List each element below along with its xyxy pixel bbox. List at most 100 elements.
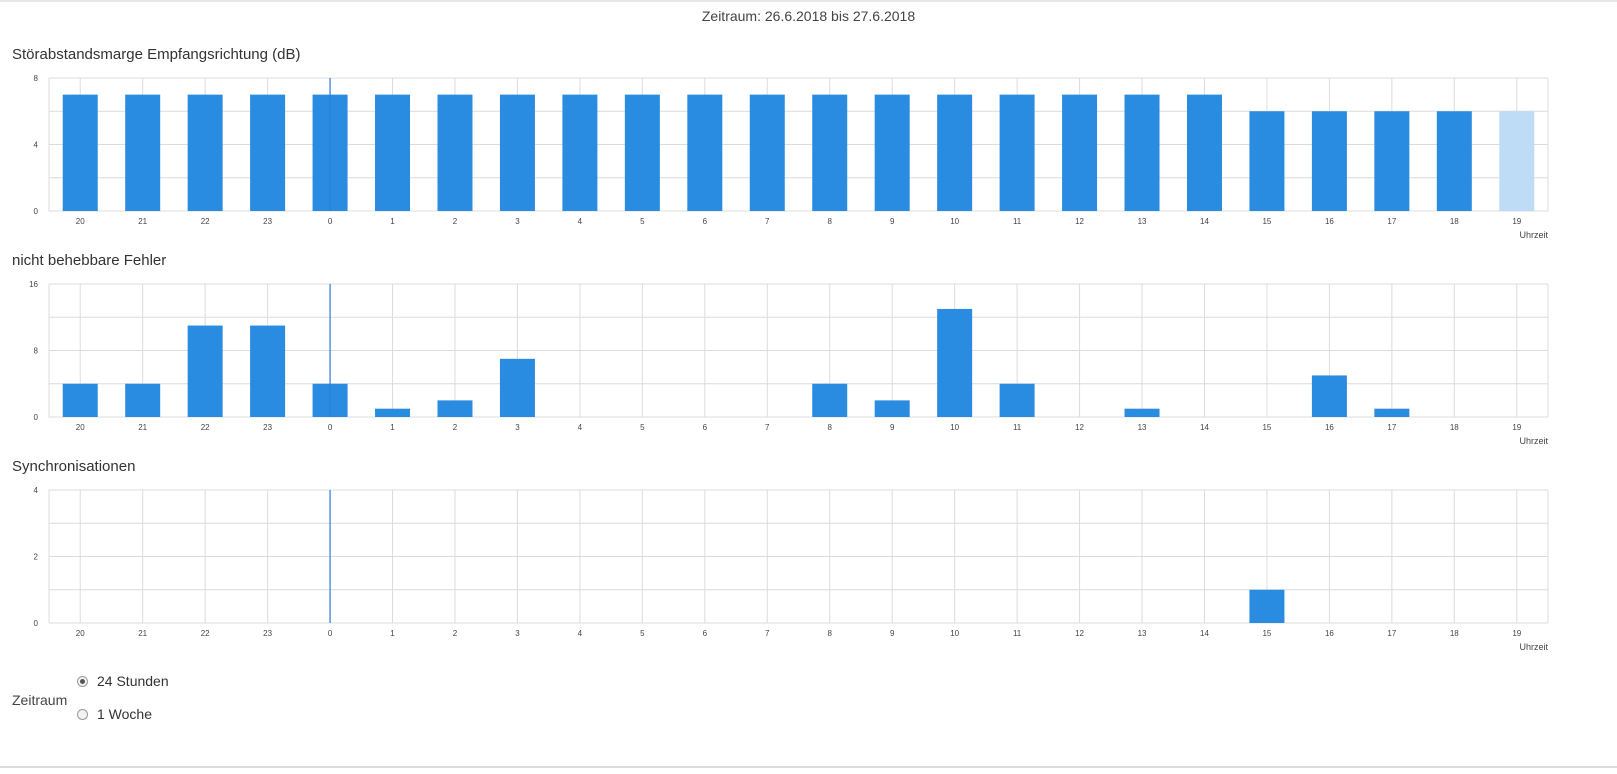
x-tick-label: 20	[76, 629, 85, 638]
x-tick-label: 18	[1450, 423, 1459, 432]
x-tick-label: 15	[1262, 423, 1271, 432]
option-1week[interactable]: 1 Woche	[77, 706, 152, 722]
x-tick-label: 8	[828, 423, 833, 432]
x-tick-label: 3	[515, 629, 520, 638]
bar-4	[562, 94, 598, 211]
x-tick-label: 4	[578, 423, 583, 432]
x-tick-label: 22	[201, 217, 210, 226]
x-tick-label: 19	[1512, 629, 1521, 638]
bar-20	[62, 383, 98, 417]
x-tick-label: 7	[765, 217, 770, 226]
period-label: Zeitraum: 26.6.2018 bis 27.6.2018	[701, 8, 916, 24]
x-tick-label: 0	[328, 423, 333, 432]
x-tick-label: 12	[1075, 423, 1084, 432]
x-tick-label: 15	[1262, 217, 1271, 226]
x-tick-label: 20	[76, 217, 85, 226]
bar-23	[250, 94, 286, 211]
bar-11	[999, 94, 1035, 211]
top-border	[0, 0, 1617, 2]
chart-title-snr: Störabstandsmarge Empfangsrichtung (dB)	[12, 46, 301, 63]
bottom-border	[0, 766, 1617, 768]
x-tick-label: 21	[138, 629, 147, 638]
x-tick-label: 19	[1512, 217, 1521, 226]
x-tick-label: 13	[1138, 629, 1147, 638]
x-tick-label: 9	[890, 423, 895, 432]
x-tick-label: 11	[1013, 423, 1022, 432]
bar-2	[437, 400, 473, 417]
x-tick-label: 17	[1387, 629, 1396, 638]
x-tick-label: 14	[1200, 217, 1209, 226]
bar-23	[250, 325, 286, 417]
x-tick-label: 2	[453, 217, 458, 226]
bar-1	[375, 408, 411, 417]
x-tick-label: 23	[263, 423, 272, 432]
option-24h-label: 24 Stunden	[97, 673, 169, 689]
option-24h[interactable]: 24 Stunden	[77, 673, 169, 689]
x-tick-label: 5	[640, 629, 645, 638]
bar-15	[1249, 589, 1285, 623]
x-tick-label: 4	[578, 217, 583, 226]
x-tick-label: 8	[828, 629, 833, 638]
x-tick-label: 16	[1325, 423, 1334, 432]
bar-15	[1249, 111, 1285, 211]
x-tick-label: 3	[515, 217, 520, 226]
y-tick-label: 16	[29, 280, 38, 289]
bar-10	[937, 308, 973, 417]
x-tick-label: 8	[828, 217, 833, 226]
x-tick-label: 2	[453, 629, 458, 638]
y-tick-label: 8	[34, 347, 39, 356]
x-tick-label: 0	[328, 629, 333, 638]
x-axis-label: Uhrzeit	[1519, 436, 1548, 446]
x-tick-label: 6	[703, 217, 708, 226]
x-tick-label: 0	[328, 217, 333, 226]
bar-22	[187, 94, 223, 211]
x-tick-label: 14	[1200, 629, 1209, 638]
y-tick-label: 4	[34, 486, 39, 495]
x-tick-label: 10	[950, 217, 959, 226]
x-tick-label: 19	[1512, 423, 1521, 432]
x-tick-label: 5	[640, 423, 645, 432]
x-tick-label: 6	[703, 629, 708, 638]
x-tick-label: 12	[1075, 217, 1084, 226]
bar-8	[812, 94, 848, 211]
bar-9	[874, 400, 910, 417]
radio-24h[interactable]	[77, 675, 88, 687]
x-tick-label: 5	[640, 217, 645, 226]
x-tick-label: 18	[1450, 217, 1459, 226]
x-tick-label: 4	[578, 629, 583, 638]
radio-1week[interactable]	[77, 708, 88, 720]
x-tick-label: 22	[201, 423, 210, 432]
x-tick-label: 15	[1262, 629, 1271, 638]
x-tick-label: 16	[1325, 217, 1334, 226]
x-tick-label: 9	[890, 217, 895, 226]
x-tick-label: 18	[1450, 629, 1459, 638]
bar-13	[1124, 94, 1160, 211]
bar-17	[1374, 408, 1410, 417]
x-tick-label: 23	[263, 629, 272, 638]
x-tick-label: 10	[950, 423, 959, 432]
x-tick-label: 16	[1325, 629, 1334, 638]
bar-5	[624, 94, 660, 211]
x-tick-label: 13	[1138, 423, 1147, 432]
bar-6	[687, 94, 723, 211]
bar-12	[1062, 94, 1098, 211]
x-tick-label: 21	[138, 423, 147, 432]
x-tick-label: 7	[765, 423, 770, 432]
bar-9	[874, 94, 910, 211]
x-tick-label: 11	[1013, 629, 1022, 638]
bar-17	[1374, 111, 1410, 211]
x-tick-label: 14	[1200, 423, 1209, 432]
x-tick-label: 1	[390, 423, 395, 432]
y-tick-label: 2	[34, 553, 39, 562]
x-tick-label: 17	[1387, 217, 1396, 226]
x-tick-label: 2	[453, 423, 458, 432]
period-control-label: Zeitraum	[12, 692, 68, 708]
x-tick-label: 9	[890, 629, 895, 638]
x-tick-label: 21	[138, 217, 147, 226]
x-tick-label: 11	[1013, 217, 1022, 226]
bar-16	[1311, 375, 1347, 417]
y-tick-label: 0	[34, 413, 39, 422]
x-tick-label: 13	[1138, 217, 1147, 226]
bar-20	[62, 94, 98, 211]
